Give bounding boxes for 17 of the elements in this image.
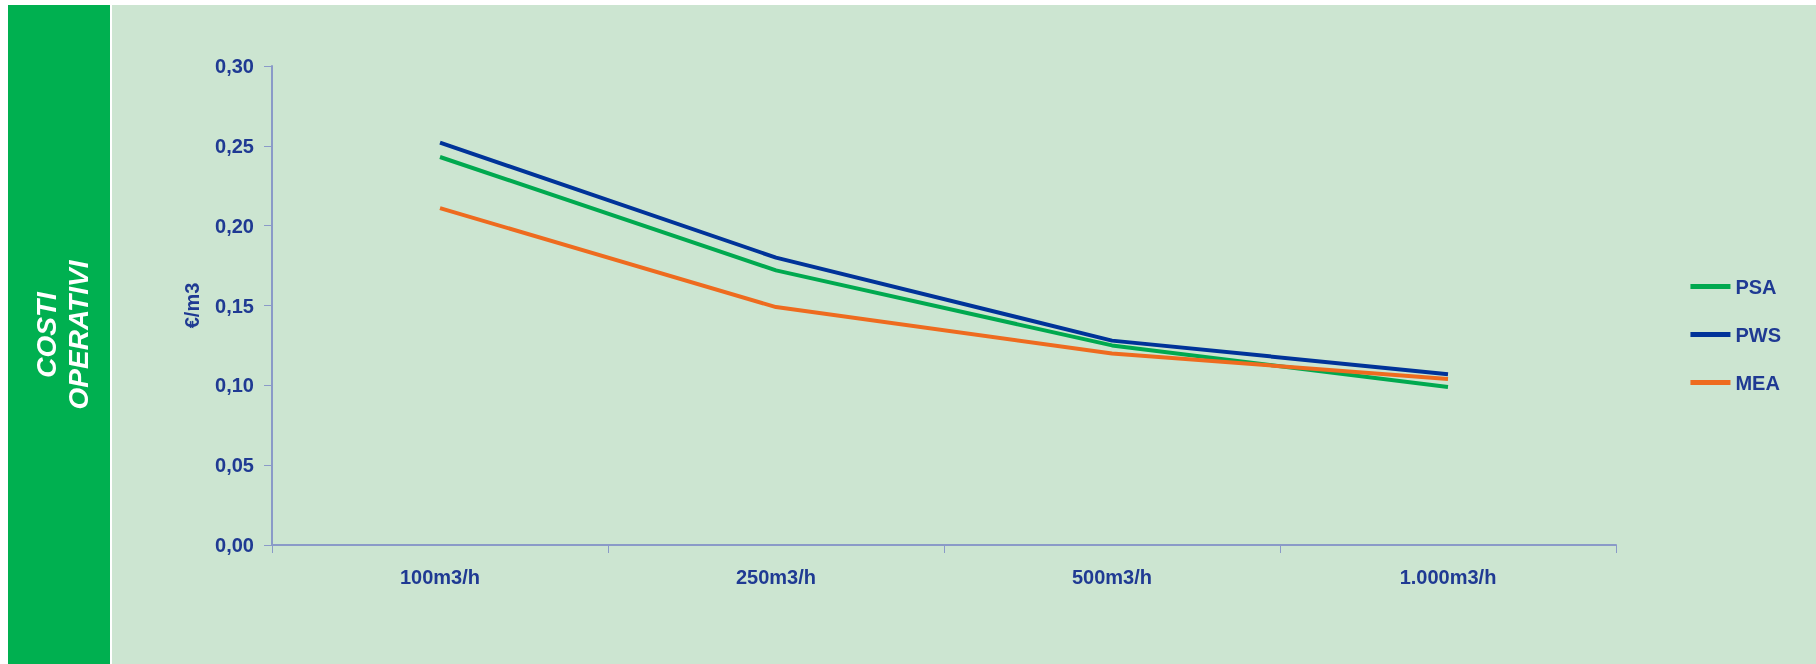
text: COSTI OPERATIVI	[31, 260, 95, 410]
y-tick-label: 0,30	[215, 55, 254, 77]
line-series	[438, 206, 1450, 381]
y-axis-title: €/m3	[181, 282, 203, 329]
x-tick-label: 250m3/h	[735, 566, 817, 588]
x-tick-label: 500m3/h	[1071, 566, 1153, 588]
y-tick-label: 0,15	[215, 294, 254, 317]
y-tick-label: 0,00	[215, 534, 254, 556]
x-tick-label: 100m3/h	[399, 566, 481, 588]
y-tick-label: 0,05	[215, 454, 254, 477]
legend-label: PWS	[1735, 323, 1782, 346]
y-tick-label: 0,25	[215, 134, 254, 157]
legend-label: PSA	[1735, 275, 1777, 298]
y-tick-label: 0,20	[215, 214, 254, 237]
legend-label: MEA	[1735, 371, 1780, 394]
x-tick-label: 1.000m3/h	[1399, 566, 1497, 588]
y-tick-label: 0,10	[215, 374, 254, 397]
